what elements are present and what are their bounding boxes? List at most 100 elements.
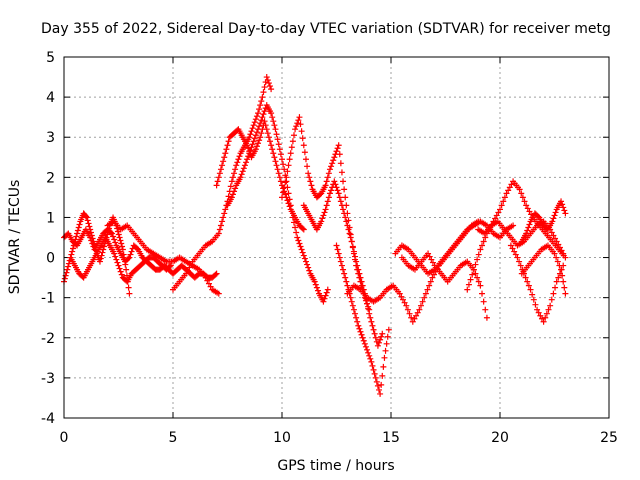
data-point — [561, 284, 568, 291]
data-point — [356, 325, 363, 332]
data-point — [373, 378, 380, 385]
data-point — [269, 146, 276, 153]
data-point — [428, 256, 435, 263]
data-point — [341, 186, 348, 193]
data-point — [325, 170, 332, 177]
data-point — [335, 250, 342, 257]
data-point — [350, 306, 357, 313]
data-point — [213, 182, 220, 189]
data-point — [562, 210, 569, 217]
data-point — [469, 271, 476, 278]
data-point — [322, 206, 329, 213]
data-point — [119, 246, 126, 253]
data-point — [249, 125, 256, 132]
data-point — [70, 242, 77, 249]
data-point — [268, 86, 275, 93]
data-point — [76, 221, 83, 228]
data-point — [371, 370, 378, 377]
chart-title: Day 355 of 2022, Sidereal Day-to-day VTE… — [41, 21, 611, 37]
data-point — [562, 290, 569, 297]
data-point — [553, 254, 560, 261]
data-point — [259, 114, 266, 121]
data-point — [550, 290, 557, 297]
data-point — [349, 302, 356, 309]
x-tick-label: 25 — [600, 430, 618, 446]
data-point — [519, 194, 526, 201]
data-point — [232, 166, 239, 173]
data-point — [378, 333, 385, 340]
y-tick-label: 4 — [46, 90, 55, 106]
data-point — [91, 241, 98, 248]
data-point — [128, 248, 135, 255]
data-point — [360, 337, 367, 344]
data-point — [118, 240, 125, 247]
data-point — [357, 274, 364, 281]
y-tick-label: -1 — [41, 291, 55, 307]
data-point — [525, 224, 532, 231]
data-point — [506, 184, 513, 191]
data-point — [381, 354, 388, 361]
data-point — [293, 229, 300, 236]
data-point — [377, 390, 384, 397]
data-point — [356, 270, 363, 277]
data-point — [512, 251, 519, 258]
data-point — [277, 178, 284, 185]
data-point — [429, 274, 436, 281]
data-point — [214, 178, 221, 185]
data-point — [184, 267, 191, 274]
data-point — [255, 140, 262, 147]
data-point — [134, 245, 141, 252]
data-point — [222, 150, 229, 157]
data-point — [286, 156, 293, 163]
data-point — [367, 314, 374, 321]
data-point — [125, 255, 132, 262]
data-point — [352, 253, 359, 260]
data-point — [550, 215, 557, 222]
data-point — [414, 309, 421, 316]
data-point — [472, 261, 479, 268]
data-point — [281, 184, 288, 191]
data-point — [424, 286, 431, 293]
data-point — [231, 170, 238, 177]
data-point — [324, 286, 331, 293]
data-point — [374, 342, 381, 349]
data-point — [507, 242, 514, 249]
data-point — [97, 255, 104, 262]
data-point — [250, 138, 257, 145]
data-point — [419, 298, 426, 305]
data-point — [296, 240, 303, 247]
data-point — [336, 254, 343, 261]
data-point — [379, 372, 386, 379]
data-point — [552, 235, 559, 242]
data-point — [265, 80, 272, 87]
data-point — [252, 146, 259, 153]
data-point — [268, 110, 275, 117]
data-point — [115, 262, 122, 269]
data-point — [396, 290, 403, 297]
data-point — [523, 230, 530, 237]
data-point — [334, 187, 341, 194]
data-point — [492, 215, 499, 222]
data-point — [301, 255, 308, 262]
data-point — [368, 358, 375, 365]
data-point — [518, 190, 525, 197]
data-point — [422, 290, 429, 297]
data-point — [186, 264, 193, 271]
data-point — [333, 184, 340, 191]
data-point — [548, 296, 555, 303]
data-point — [219, 162, 226, 169]
data-point — [357, 328, 364, 335]
data-point — [369, 362, 376, 369]
data-point — [350, 248, 357, 255]
y-tick-label: -4 — [41, 411, 55, 427]
data-point — [560, 278, 567, 285]
data-point — [527, 286, 534, 293]
data-point — [349, 243, 356, 250]
data-point — [338, 202, 345, 209]
data-point — [281, 166, 288, 173]
data-point — [260, 111, 267, 118]
data-point — [411, 315, 418, 322]
data-point — [552, 284, 559, 291]
data-point — [270, 118, 277, 125]
data-point — [377, 336, 384, 343]
